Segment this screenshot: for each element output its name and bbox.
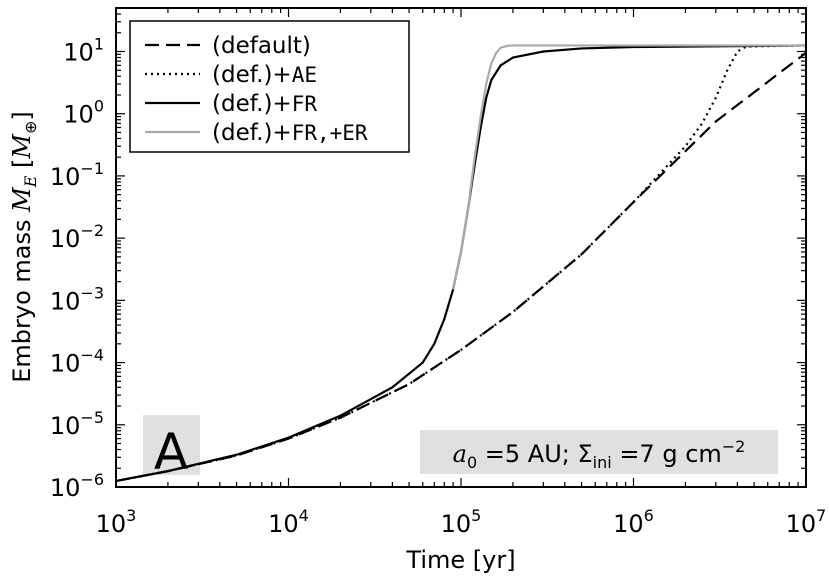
y-tick-label: 101 bbox=[63, 34, 104, 66]
y-axis-title: Embryo mass ME [M⊕] bbox=[8, 111, 40, 383]
legend-label: (def.)+FR,+ER bbox=[212, 120, 368, 146]
series-lines bbox=[116, 44, 806, 483]
series-line-4 bbox=[452, 44, 806, 290]
y-tick-label: 10−6 bbox=[50, 470, 104, 502]
y-tick-label: 10−1 bbox=[50, 159, 104, 191]
legend-label: (def.)+AE bbox=[212, 62, 317, 88]
y-tick-label: 10−5 bbox=[50, 408, 104, 440]
legend-box bbox=[129, 20, 410, 153]
x-tick-label: 104 bbox=[268, 506, 309, 538]
legend-label: (def.)+FR bbox=[212, 91, 317, 117]
series-line-1 bbox=[116, 51, 806, 483]
x-axis-title: Time [yr] bbox=[405, 546, 515, 574]
plot-frame bbox=[115, 7, 807, 488]
x-tick-label: 103 bbox=[96, 506, 137, 538]
legend-label: (default) bbox=[212, 33, 311, 59]
annotation-box bbox=[420, 430, 778, 474]
legend: (default) (def.)+AE (def.)+FR (def.)+FR,+ER bbox=[129, 20, 410, 153]
y-tick-label: 10−4 bbox=[50, 346, 104, 378]
x-tick-label: 106 bbox=[613, 506, 654, 538]
y-tick-label: 10−2 bbox=[50, 221, 104, 253]
y-tick-labels: 101 100 10−1 10−2 10−3 10−4 10−5 10−6 bbox=[50, 34, 104, 502]
y-tick-label: 100 bbox=[63, 97, 104, 129]
x-tick-label: 105 bbox=[441, 506, 482, 538]
x-tick-label: 107 bbox=[786, 506, 827, 538]
y-tick-label: 10−3 bbox=[50, 283, 104, 315]
x-tick-labels: 103 104 105 106 107 bbox=[96, 506, 827, 538]
annotation: a0 =5 AU; Σini =7 g cm−2 bbox=[453, 437, 746, 472]
